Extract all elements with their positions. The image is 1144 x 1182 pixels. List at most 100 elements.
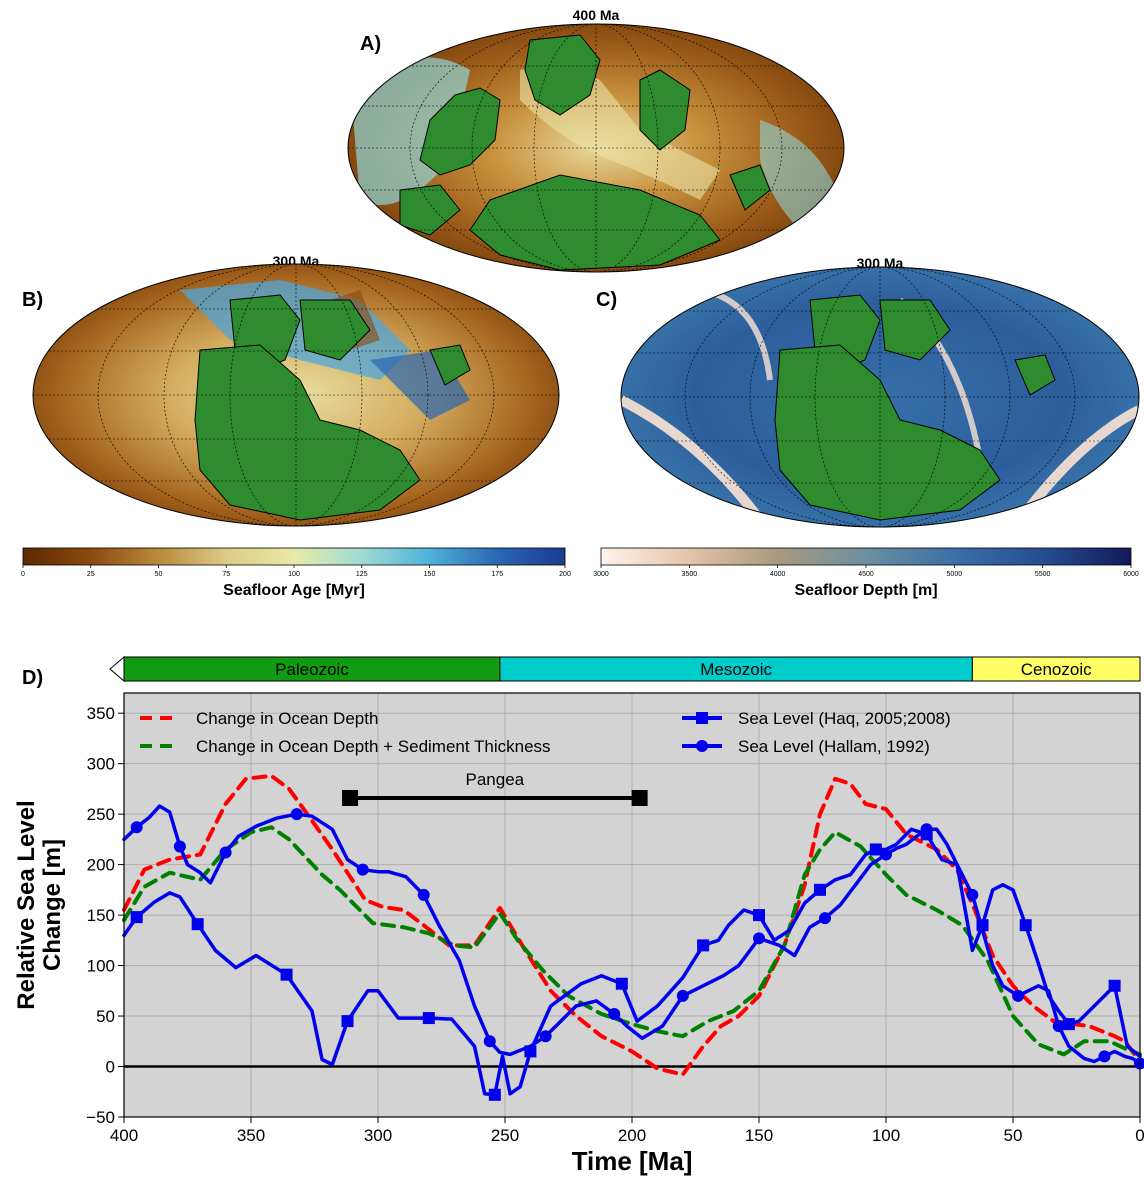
pangea-label: Pangea — [466, 770, 525, 789]
y-tick-label: −50 — [86, 1108, 115, 1127]
colorbar-depth-tick-label: 3000 — [593, 571, 609, 578]
legend-label: Sea Level (Hallam, 1992) — [738, 737, 930, 756]
series-marker — [341, 1015, 354, 1028]
pangea-endpoint — [631, 789, 648, 806]
legend-label: Change in Ocean Depth — [196, 709, 378, 728]
series-marker — [966, 888, 979, 901]
legend-label: Sea Level (Haq, 2005;2008) — [738, 709, 951, 728]
series-layer — [122, 773, 1144, 1101]
colorbar-age-tick-label: 25 — [87, 571, 95, 578]
era-label: Cenozoic — [1021, 660, 1092, 679]
x-tick-label: 0 — [1135, 1126, 1144, 1145]
x-axis-label: Time [Ma] — [572, 1146, 693, 1176]
series-marker — [697, 939, 710, 952]
series-marker — [819, 912, 832, 925]
colorbar-age-label: Seafloor Age [Myr] — [223, 582, 365, 599]
series-marker — [1108, 979, 1121, 992]
series-marker — [488, 1088, 501, 1101]
sea-level-chart: Pangea 400 350 300 250 200 150 100 50 0 −50 0 50 10… — [13, 692, 1144, 1176]
series-marker — [290, 808, 303, 821]
geologic-era-bar: Paleozoic Mesozoic Cenozoic — [109, 655, 1141, 683]
colorbar-age-tick-label: 150 — [424, 571, 436, 578]
x-tick-label: 100 — [872, 1126, 900, 1145]
x-axis-ticks: 400 350 300 250 200 150 100 50 0 — [110, 1117, 1144, 1145]
colorbar-age: 0 25 50 75 100 125 150 175 200 Seafloor Age [Myr… — [21, 547, 571, 599]
x-tick-label: 250 — [491, 1126, 519, 1145]
continents-a — [399, 34, 771, 271]
era-cenozoic — [971, 656, 1141, 682]
legend-label: Change in Ocean Depth + Sediment Thickne… — [196, 737, 551, 756]
series-marker — [130, 821, 143, 834]
series-marker — [920, 823, 933, 836]
x-tick-label: 200 — [618, 1126, 646, 1145]
colorbar-age-tick-label: 100 — [288, 571, 300, 578]
series-marker — [608, 1008, 621, 1021]
series-marker — [280, 968, 293, 981]
legend-marker — [696, 740, 708, 752]
legend: Change in Ocean Depth Change in Ocean Dep… — [140, 709, 951, 756]
colorbar-depth-tick-label: 3500 — [682, 571, 698, 578]
series-marker — [753, 909, 765, 922]
panel-b-letter: B) — [22, 289, 43, 311]
series-marker — [869, 843, 882, 856]
pangea-annotation: Pangea — [342, 770, 648, 806]
x-tick-label: 350 — [237, 1126, 265, 1145]
y-axis-ticks: −50 0 50 100 150 200 250 300 350 — [86, 704, 124, 1127]
era-mesozoic — [499, 656, 973, 682]
series-marker — [417, 888, 430, 901]
series-marker — [1052, 1020, 1065, 1033]
series-marker — [1134, 1057, 1144, 1070]
era-label: Paleozoic — [275, 660, 349, 679]
era-label: Mesozoic — [700, 660, 772, 679]
y-tick-label: 50 — [96, 1007, 115, 1026]
y-tick-label: 0 — [106, 1058, 115, 1077]
map-panel-a: A) 400 Ma — [347, 7, 845, 273]
series-marker — [173, 840, 186, 853]
series-marker — [356, 863, 369, 876]
colorbar-age-tick-label: 75 — [222, 571, 230, 578]
y-axis-label: Relative Sea LevelChange [m] — [13, 800, 66, 1009]
pangea-endpoint — [342, 789, 359, 806]
series-marker — [676, 989, 689, 1002]
panel-c-letter: C) — [596, 289, 617, 311]
series-marker — [1012, 989, 1025, 1002]
legend-marker — [696, 712, 708, 724]
series-marker — [753, 932, 765, 945]
era-paleozoic — [123, 656, 501, 682]
y-tick-label: 100 — [87, 957, 115, 976]
colorbar-depth-label: Seafloor Depth [m] — [794, 582, 937, 599]
colorbar-age-tick-label: 125 — [356, 571, 368, 578]
y-tick-label: 300 — [87, 755, 115, 774]
series-marker — [422, 1012, 435, 1025]
x-tick-label: 50 — [1004, 1126, 1023, 1145]
map-panel-c: C) 300 Ma — [596, 255, 1140, 528]
colorbar-age-tick-label: 0 — [21, 571, 25, 578]
panel-a-letter: A) — [360, 33, 381, 55]
colorbar-depth-tick-label: 4000 — [770, 571, 786, 578]
series-marker — [219, 846, 232, 859]
y-tick-label: 200 — [87, 856, 115, 875]
y-tick-label: 350 — [87, 704, 115, 723]
panel-d-letter: D) — [22, 667, 43, 689]
series-marker — [615, 977, 628, 990]
series-marker — [1098, 1050, 1111, 1063]
y-tick-label: 150 — [87, 906, 115, 925]
colorbar-depth: 3000 3500 4000 4500 5000 5500 6000 Seafloor De… — [593, 547, 1139, 599]
series-marker — [1062, 1018, 1075, 1031]
series-marker — [191, 918, 204, 931]
series-line-0 — [122, 773, 1142, 1077]
series-marker — [813, 883, 826, 896]
series-marker — [524, 1045, 537, 1058]
era-arrow-icon — [109, 655, 125, 683]
series-marker — [483, 1035, 496, 1048]
colorbar-age-tick-label: 175 — [491, 571, 503, 578]
colorbar-depth-tick-label: 4500 — [858, 571, 874, 578]
colorbar-depth-tick-label: 6000 — [1123, 571, 1139, 578]
colorbar-age-tick-label: 50 — [155, 571, 163, 578]
series-marker — [976, 919, 989, 932]
series-marker — [1019, 919, 1032, 932]
series-line-2 — [122, 827, 1142, 1097]
colorbar-depth-tick-label: 5500 — [1035, 571, 1051, 578]
series-marker — [539, 1030, 552, 1043]
